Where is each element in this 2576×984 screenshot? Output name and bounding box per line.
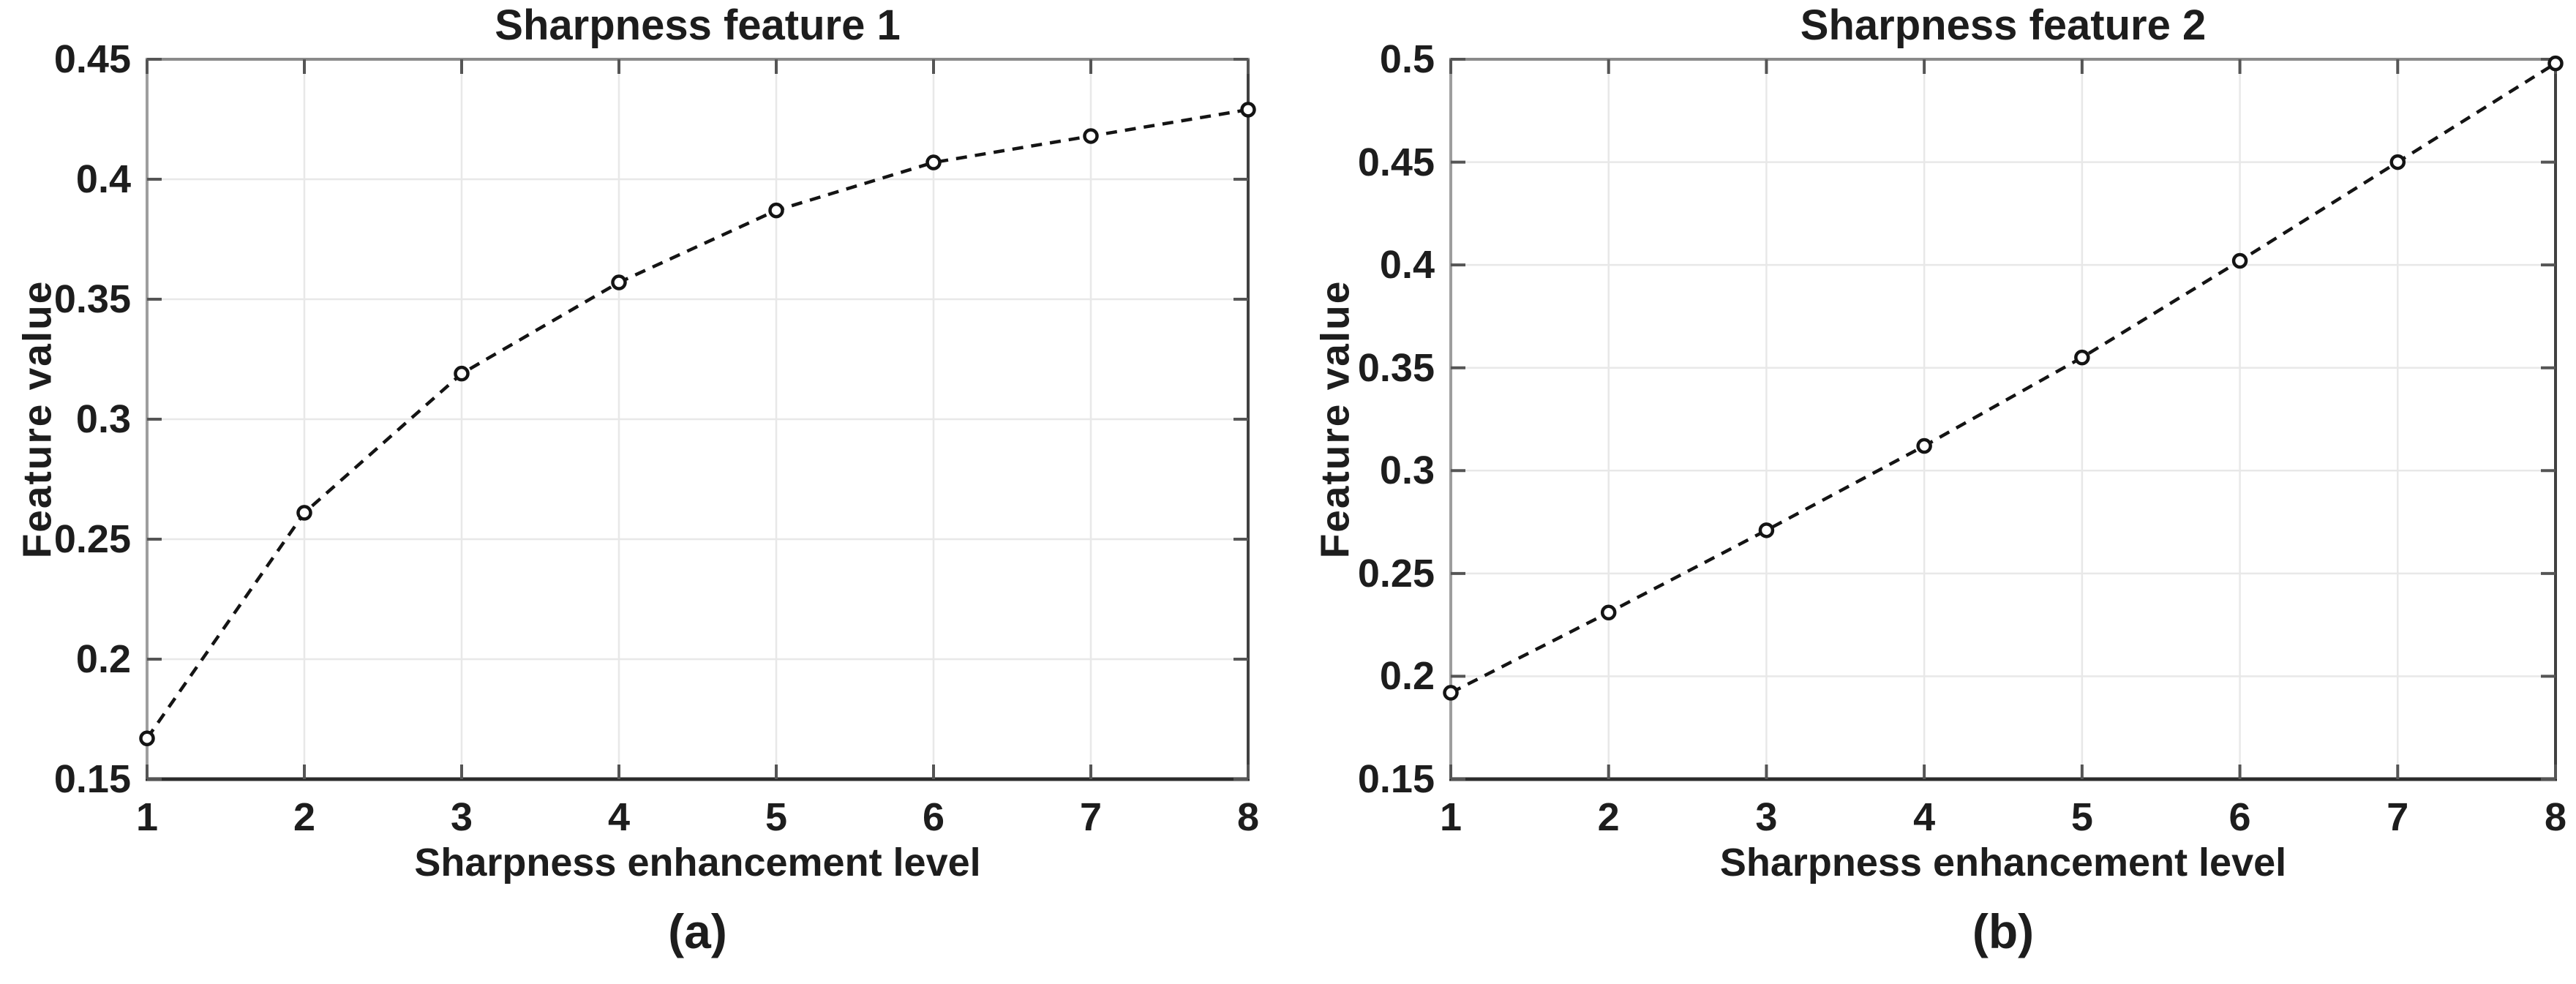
data-point-marker xyxy=(925,154,942,170)
data-point-marker xyxy=(2074,349,2090,366)
data-point-marker xyxy=(2389,154,2406,170)
data-point-marker xyxy=(1758,522,1775,538)
data-point-marker xyxy=(2231,252,2248,269)
data-point-marker xyxy=(1240,102,1256,118)
data-point-marker xyxy=(1083,128,1099,144)
series-line xyxy=(146,108,1249,740)
y-tick-label: 0.2 xyxy=(75,637,131,681)
y-tick-label: 0.15 xyxy=(53,757,131,801)
x-tick-label: 5 xyxy=(2070,795,2093,839)
data-point-marker xyxy=(296,505,312,521)
chart-b-caption: (b) xyxy=(1972,904,2035,958)
data-point-marker xyxy=(454,365,470,382)
y-tick-label: 0.25 xyxy=(1357,551,1435,596)
x-tick-label: 8 xyxy=(2544,795,2567,839)
x-tick-label: 6 xyxy=(2228,795,2251,839)
y-tick-label: 0.2 xyxy=(1379,654,1435,699)
y-tick-label: 0.15 xyxy=(1357,757,1435,801)
chart-b-title: Sharpness feature 2 xyxy=(1800,1,2207,49)
y-tick-label: 0.35 xyxy=(53,277,131,321)
x-tick-label: 8 xyxy=(1236,795,1260,839)
chart-a-title: Sharpness feature 1 xyxy=(495,1,901,49)
x-tick-label: 2 xyxy=(1597,795,1620,839)
x-tick-label: 7 xyxy=(2387,795,2409,839)
x-tick-label: 3 xyxy=(1755,795,1778,839)
chart-a-x-axis-label: Sharpness enhancement level xyxy=(414,841,981,885)
data-point-marker xyxy=(1916,437,1932,454)
x-tick-label: 3 xyxy=(450,795,473,839)
y-tick-label: 0.5 xyxy=(1379,37,1435,81)
chart-b-y-axis-label: Feature value xyxy=(1312,279,1358,559)
data-point-marker xyxy=(611,274,627,290)
y-tick-label: 0.45 xyxy=(53,37,131,81)
y-tick-label: 0.3 xyxy=(1379,448,1435,493)
x-tick-label: 6 xyxy=(922,795,945,839)
y-tick-label: 0.4 xyxy=(75,157,131,201)
x-tick-label: 7 xyxy=(1079,795,1103,839)
data-point-marker xyxy=(139,730,155,746)
series-line xyxy=(1449,61,2557,694)
y-tick-label: 0.35 xyxy=(1357,345,1435,390)
x-tick-label: 4 xyxy=(607,795,631,839)
x-tick-label: 1 xyxy=(135,795,159,839)
data-point-marker xyxy=(1443,685,1459,701)
data-point-marker xyxy=(768,202,784,219)
data-point-marker xyxy=(1600,604,1617,621)
x-tick-label: 2 xyxy=(293,795,316,839)
x-tick-label: 1 xyxy=(1439,795,1462,839)
y-tick-label: 0.4 xyxy=(1379,243,1435,288)
chart-a-caption: (a) xyxy=(668,904,727,958)
x-tick-label: 4 xyxy=(1913,795,1936,839)
y-tick-label: 0.45 xyxy=(1357,140,1435,184)
y-tick-label: 0.25 xyxy=(53,517,131,561)
chart-b-x-axis-label: Sharpness enhancement level xyxy=(1719,841,2287,885)
chart-a-y-axis-label: Feature value xyxy=(14,279,60,559)
x-tick-label: 5 xyxy=(765,795,788,839)
data-point-marker xyxy=(2547,55,2564,72)
y-tick-label: 0.3 xyxy=(75,397,131,441)
